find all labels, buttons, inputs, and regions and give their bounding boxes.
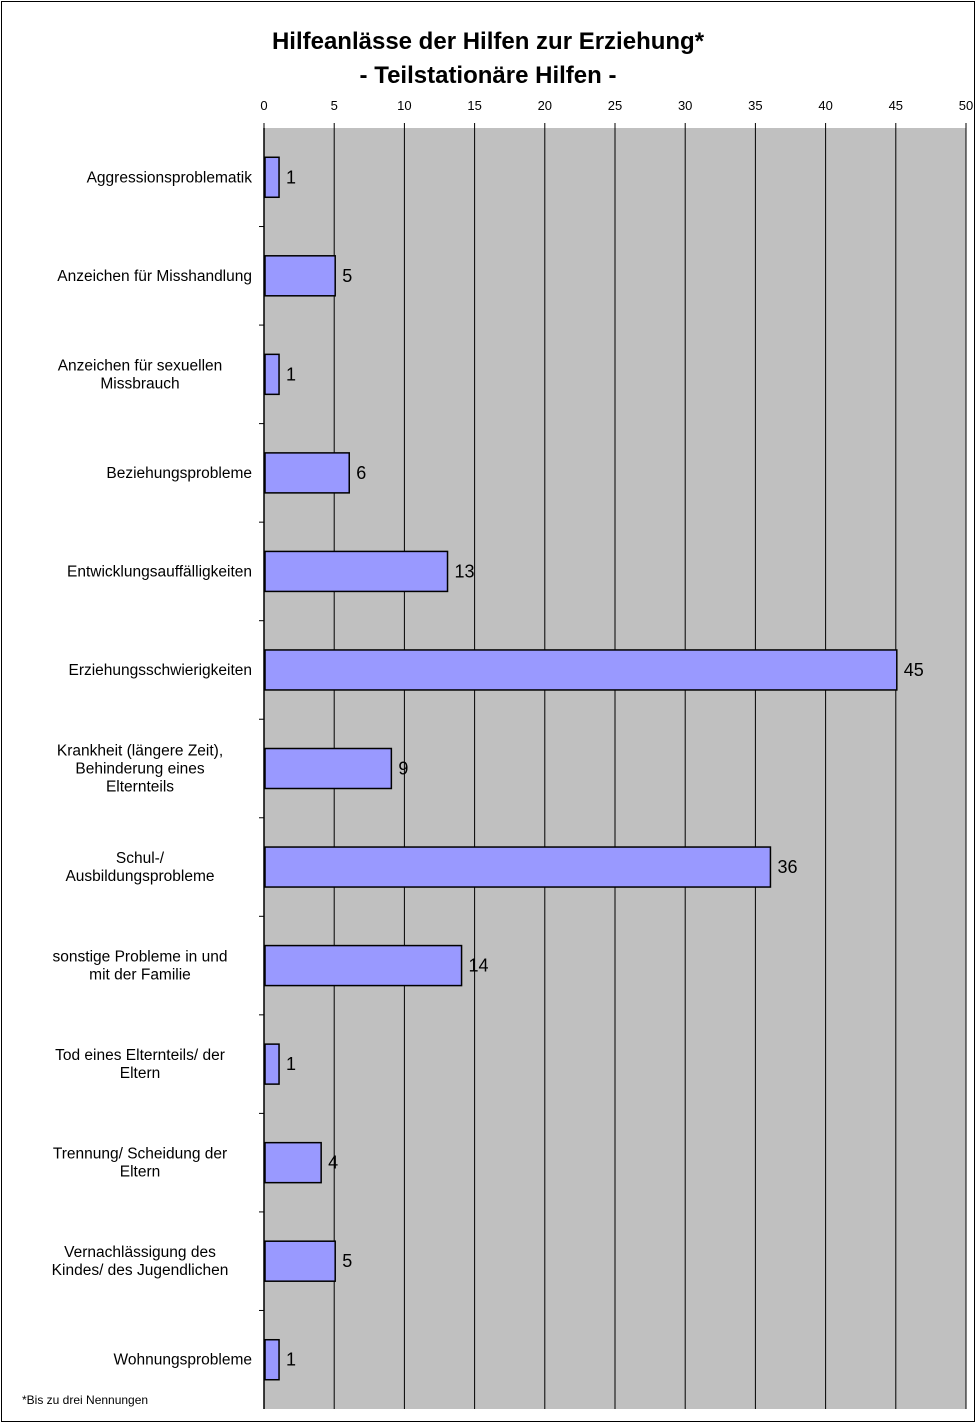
x-tick-label-5: 5	[331, 98, 338, 113]
category-label-line: Kindes/ des Jugendlichen	[52, 1262, 229, 1279]
category-label-2: Anzeichen für Misshandlung	[57, 268, 252, 285]
data-label-7: 9	[398, 759, 408, 779]
x-tick-label-40: 40	[818, 98, 832, 113]
category-label-1: Aggressionsproblematik	[87, 169, 253, 186]
category-label-line: Behinderung eines	[75, 761, 205, 778]
data-label-6: 45	[904, 660, 924, 680]
data-label-5: 13	[455, 561, 475, 581]
category-label-7: Krankheit (längere Zeit),Behinderung ein…	[57, 743, 223, 796]
bar-1	[264, 156, 280, 199]
data-label-13: 1	[286, 1350, 296, 1370]
category-label-6: Erziehungsschwierigkeiten	[68, 662, 252, 679]
bar-13	[264, 1338, 280, 1381]
category-label-line: Anzeichen für Misshandlung	[57, 268, 252, 285]
category-label-line: Entwicklungsauffälligkeiten	[67, 563, 252, 580]
bar-5	[264, 550, 449, 593]
bar-4	[264, 452, 350, 494]
x-tick-label-35: 35	[748, 98, 762, 113]
chart-subtitle: - Teilstationäre Hilfen -	[359, 62, 617, 89]
bar-7	[264, 747, 393, 790]
category-label-line: Beziehungsprobleme	[106, 465, 252, 482]
x-tick-label-10: 10	[397, 98, 411, 113]
category-label-line: Erziehungsschwierigkeiten	[68, 662, 252, 679]
x-tick-label-20: 20	[538, 98, 552, 113]
bar-11	[264, 1141, 322, 1184]
category-label-line: Anzeichen für sexuellen	[58, 357, 223, 374]
data-label-11: 4	[328, 1153, 338, 1173]
category-label-line: Eltern	[120, 1065, 161, 1082]
bar-12	[264, 1240, 336, 1282]
bar-8	[264, 846, 772, 888]
data-label-1: 1	[286, 167, 296, 187]
category-label-line: Schul-/	[116, 850, 165, 867]
bar-9	[264, 944, 463, 987]
x-tick-label-0: 0	[260, 98, 267, 113]
category-label-line: sonstige Probleme in und	[53, 949, 228, 966]
footnote: *Bis zu drei Nennungen	[22, 1393, 149, 1407]
category-label-line: Eltern	[120, 1164, 161, 1181]
category-label-line: Wohnungsprobleme	[114, 1352, 252, 1369]
category-label-4: Beziehungsprobleme	[106, 465, 252, 482]
category-label-line: Ausbildungsprobleme	[65, 868, 214, 885]
category-label-line: Tod eines Elternteils/ der	[55, 1047, 225, 1064]
data-label-8: 36	[777, 857, 797, 877]
bar-6	[264, 649, 898, 691]
x-tick-label-30: 30	[678, 98, 692, 113]
category-label-line: Missbrauch	[100, 375, 179, 392]
data-label-3: 1	[286, 364, 296, 384]
bar-10	[264, 1043, 280, 1085]
category-label-8: Schul-/Ausbildungsprobleme	[65, 850, 214, 885]
x-tick-label-25: 25	[608, 98, 622, 113]
data-label-2: 5	[342, 266, 352, 286]
category-label-line: Elternteils	[106, 779, 174, 796]
x-tick-label-50: 50	[959, 98, 973, 113]
category-label-line: mit der Familie	[89, 967, 191, 984]
data-label-10: 1	[286, 1054, 296, 1074]
category-label-line: Aggressionsproblematik	[87, 169, 253, 186]
data-label-12: 5	[342, 1251, 352, 1271]
bar-3	[264, 353, 280, 396]
category-label-line: Krankheit (längere Zeit),	[57, 743, 223, 760]
chart-title: Hilfeanlässe der Hilfen zur Erziehung*	[271, 28, 705, 55]
category-label-line: Trennung/ Scheidung der	[53, 1146, 227, 1163]
x-tick-label-45: 45	[889, 98, 903, 113]
x-tick-label-15: 15	[467, 98, 481, 113]
data-label-4: 6	[356, 463, 366, 483]
category-label-5: Entwicklungsauffälligkeiten	[67, 563, 252, 580]
bar-2	[264, 255, 336, 297]
category-label-line: Vernachlässigung des	[64, 1244, 216, 1261]
category-label-13: Wohnungsprobleme	[114, 1352, 252, 1369]
data-label-9: 14	[469, 956, 489, 976]
